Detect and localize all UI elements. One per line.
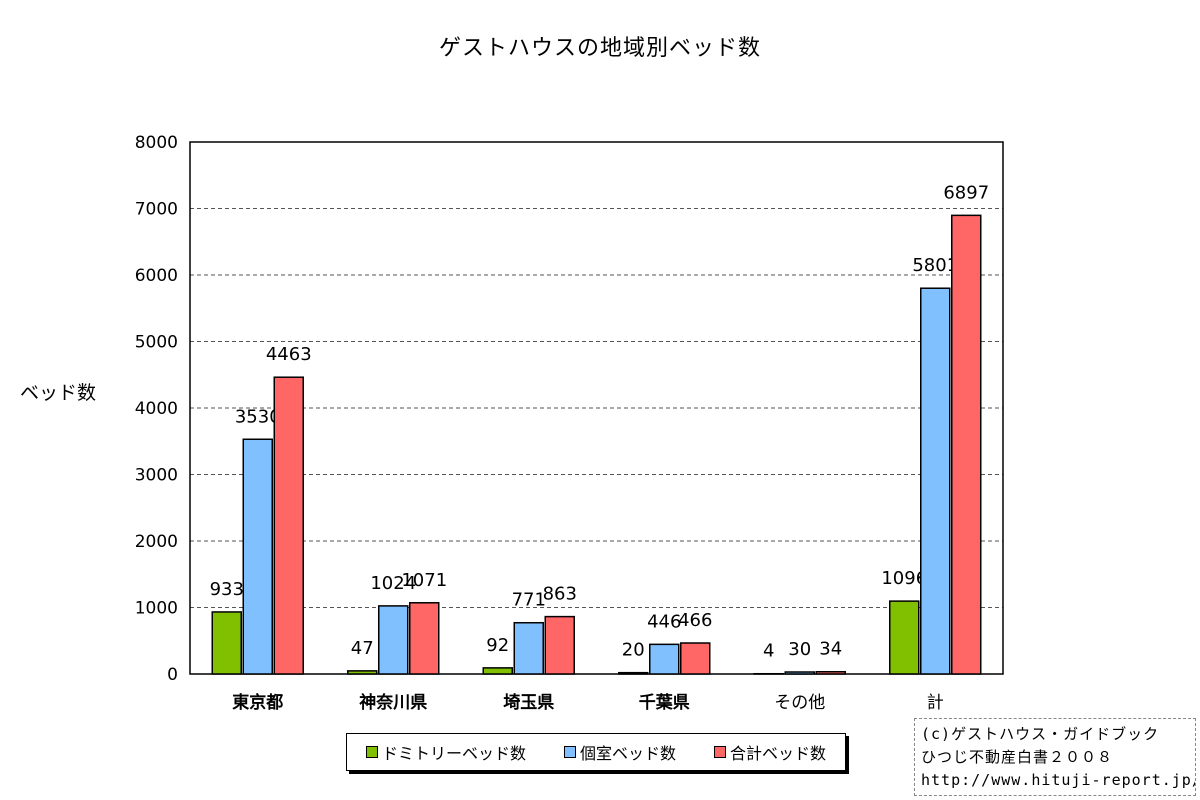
legend-item-total: 合計ベッド数	[713, 740, 826, 764]
legend-label-dormitory: ドミトリーベッド数	[381, 744, 526, 763]
legend-label-total: 合計ベッド数	[729, 744, 826, 763]
legend-item-dormitory: ドミトリーベッド数	[365, 740, 526, 764]
data-label: 92	[486, 635, 509, 656]
bar	[378, 605, 409, 675]
data-label: 771	[512, 590, 546, 611]
bar	[347, 670, 378, 675]
bar	[784, 671, 815, 675]
bar	[211, 611, 242, 675]
bar	[618, 671, 649, 675]
y-tick-label: 5000	[135, 333, 178, 353]
x-tick-label: 神奈川県	[359, 692, 427, 713]
chart-title: ゲストハウスの地域別ベッド数	[438, 36, 761, 61]
x-tick-label: 計	[927, 693, 944, 713]
y-tick-label: 2000	[135, 532, 178, 552]
x-tick-label: 埼玉県	[503, 692, 554, 713]
y-tick-label: 0	[167, 665, 178, 685]
credit-source: ひつじ不動産白書２００８	[921, 748, 1114, 766]
data-label: 446	[647, 611, 681, 632]
bar	[951, 214, 982, 675]
bar	[920, 287, 951, 675]
x-tick-label: 東京都	[232, 692, 283, 713]
credit-box: (c)ゲストハウス・ガイドブック ひつじ不動産白書２００８ http://www…	[914, 718, 1196, 796]
legend-swatch-dormitory	[365, 746, 378, 758]
data-label: 1096	[881, 568, 927, 589]
data-label: 30	[788, 639, 811, 660]
x-tick-label: その他	[774, 693, 825, 713]
data-label: 863	[543, 584, 577, 605]
bar	[273, 376, 304, 675]
legend: ドミトリーベッド数 個室ベッド数 合計ベッド数	[346, 733, 846, 771]
bar	[242, 438, 273, 675]
bar	[815, 670, 846, 675]
data-label: 20	[622, 640, 645, 661]
legend-item-private: 個室ベッド数	[563, 740, 676, 764]
y-tick-label: 3000	[135, 466, 178, 486]
data-label: 1024	[370, 573, 416, 594]
y-tick-label: 4000	[135, 399, 178, 419]
data-label: 5801	[912, 255, 958, 276]
y-tick-label: 1000	[135, 599, 178, 619]
data-label: 933	[210, 579, 244, 600]
legend-label-private: 個室ベッド数	[579, 744, 676, 763]
bar	[889, 600, 920, 675]
data-label: 1071	[401, 570, 447, 591]
bar	[482, 667, 513, 675]
data-label: 4463	[266, 344, 312, 365]
data-label: 4	[763, 641, 774, 662]
bar	[680, 642, 711, 675]
data-label: 47	[351, 638, 374, 659]
bar	[544, 615, 575, 675]
data-label: 34	[819, 639, 842, 660]
data-label: 466	[678, 610, 712, 631]
credit-url: http://www.hituji-report.jp/	[921, 771, 1196, 789]
credit-copyright: (c)ゲストハウス・ガイドブック	[921, 725, 1160, 743]
y-axis-label: ベッド数	[20, 382, 97, 404]
plot-frame	[189, 141, 1004, 675]
bar	[649, 643, 680, 675]
legend-swatch-private	[563, 746, 576, 758]
bar	[513, 621, 544, 675]
y-tick-label: 6000	[135, 266, 178, 286]
y-tick-label: 8000	[135, 133, 178, 153]
data-label: 3530	[235, 406, 281, 427]
data-label: 6897	[943, 182, 989, 203]
legend-swatch-total	[713, 746, 726, 758]
x-tick-label: 千葉県	[639, 692, 690, 713]
y-tick-label: 7000	[135, 200, 178, 220]
bar	[409, 602, 440, 675]
